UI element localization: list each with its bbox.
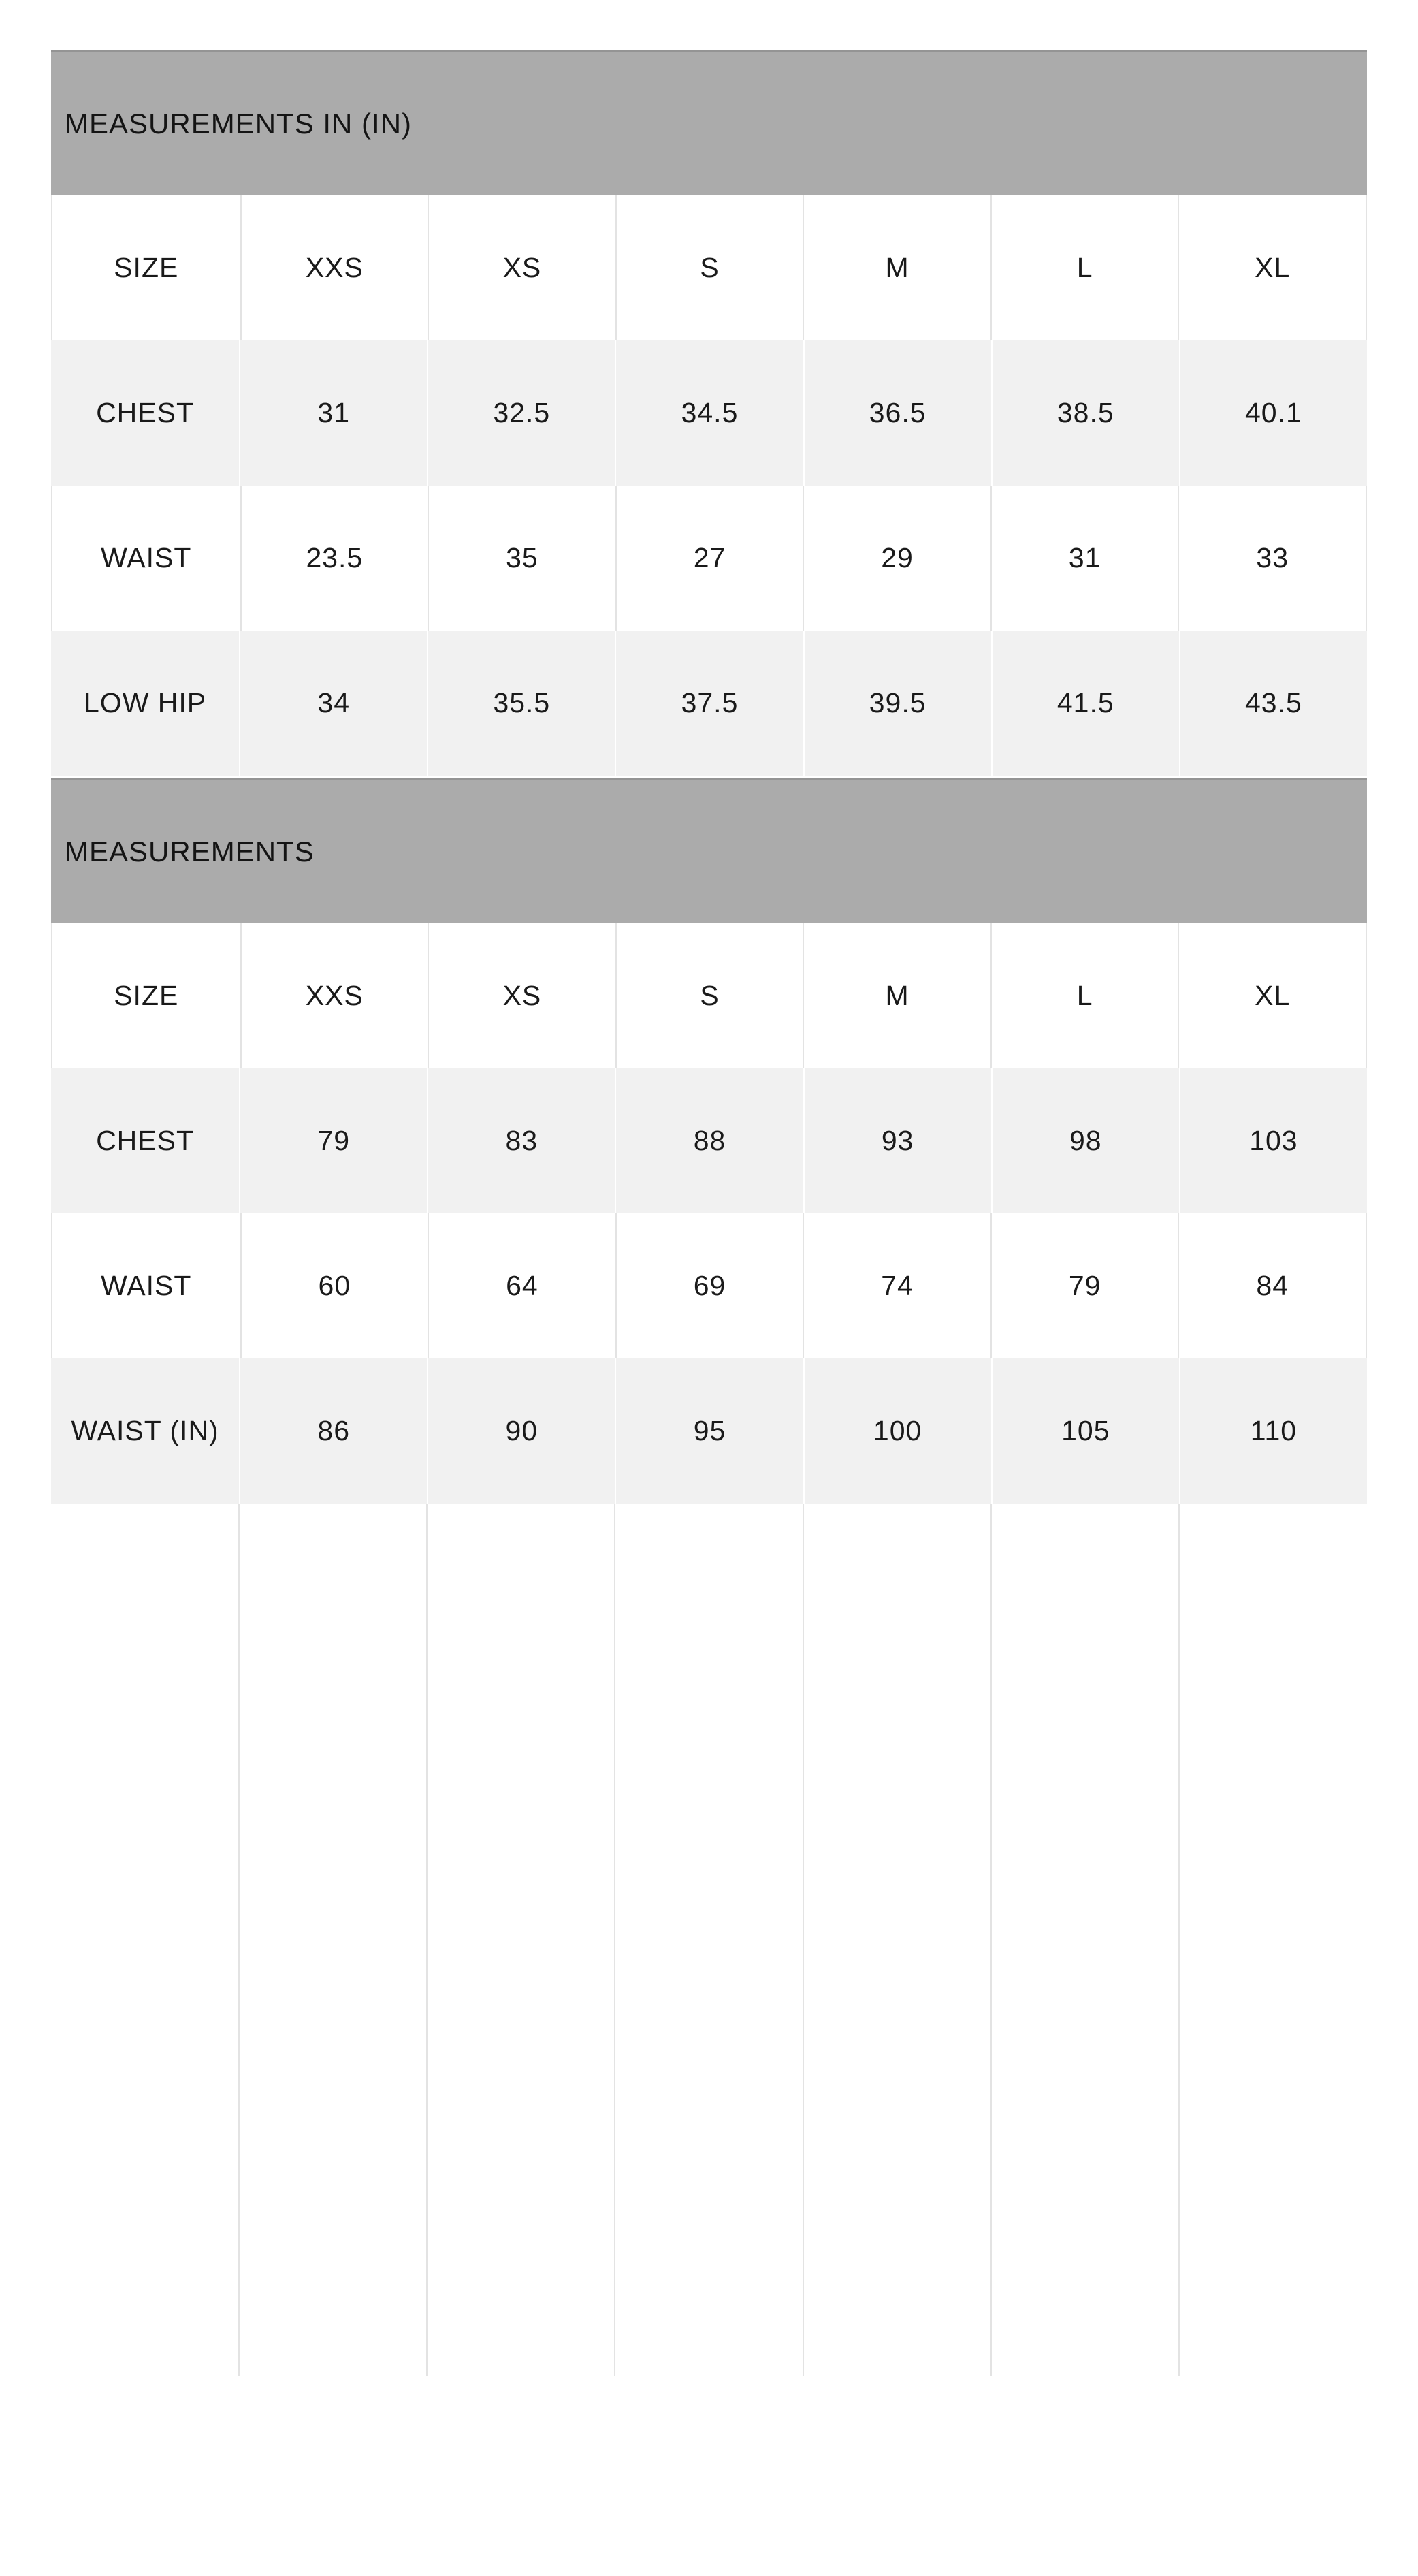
value-cell: 23.5	[240, 486, 428, 631]
value-cell: 40.1	[1178, 340, 1367, 486]
size-chart: MEASUREMENTS IN (IN) SIZE XXS XS S M L X…	[51, 50, 1367, 2376]
value-cell: 83	[427, 1068, 615, 1213]
column-header-m: M	[803, 195, 990, 340]
column-header-xs: XS	[428, 923, 615, 1068]
row-label-cell: WAIST	[101, 1270, 192, 1301]
value-cell: 31	[239, 340, 427, 486]
value-cell: 31	[990, 486, 1178, 631]
value-cell: 90	[427, 1358, 615, 1504]
value-cell: 95	[615, 1358, 803, 1504]
value-cell: 98	[990, 1068, 1179, 1213]
column-header-xxs: XXS	[240, 195, 428, 340]
row-label-cell: CHEST	[96, 1125, 195, 1156]
table-row-low-hip: LOW HIP 34 35.5 37.5 39.5 41.5 43.5	[51, 631, 1367, 776]
value-cell: 69	[615, 1213, 803, 1358]
value-cell: 84	[1178, 1213, 1366, 1358]
column-header-xl: XL	[1178, 923, 1366, 1068]
value-cell: 33	[1178, 486, 1366, 631]
column-header-l: L	[990, 195, 1178, 340]
column-divider-line	[802, 1504, 804, 2376]
column-header-xl: XL	[1178, 195, 1366, 340]
column-divider-line	[238, 1504, 240, 2376]
value-cell: 36.5	[803, 340, 991, 486]
value-cell: 38.5	[990, 340, 1179, 486]
column-header-xs: XS	[428, 195, 615, 340]
value-cell: 32.5	[427, 340, 615, 486]
value-cell: 29	[803, 486, 990, 631]
value-cell: 100	[803, 1358, 991, 1504]
value-cell: 88	[615, 1068, 803, 1213]
value-cell: 37.5	[615, 631, 803, 776]
section-header-label: MEASUREMENTS IN (IN)	[65, 107, 413, 140]
section-header-measurements-inches: MEASUREMENTS IN (IN)	[51, 50, 1367, 195]
value-cell: 103	[1178, 1068, 1367, 1213]
column-header-size: SIZE	[114, 980, 179, 1011]
value-cell: 41.5	[990, 631, 1179, 776]
value-cell: 27	[615, 486, 803, 631]
table-row-chest: CHEST 79 83 88 93 98 103	[51, 1068, 1367, 1213]
row-label-cell: CHEST	[96, 397, 195, 428]
value-cell: 39.5	[803, 631, 991, 776]
column-divider-line	[426, 1504, 428, 2376]
column-header-l: L	[990, 923, 1178, 1068]
row-label-cell: LOW HIP	[84, 687, 207, 718]
column-header-s: S	[615, 923, 803, 1068]
column-divider-extension	[51, 1504, 1367, 2376]
column-header-size: SIZE	[114, 252, 179, 283]
value-cell: 60	[240, 1213, 428, 1358]
value-cell: 34.5	[615, 340, 803, 486]
row-label-cell: WAIST (IN)	[71, 1415, 219, 1446]
table-header-row: SIZE XXS XS S M L XL	[51, 195, 1367, 340]
table-row-chest: CHEST 31 32.5 34.5 36.5 38.5 40.1	[51, 340, 1367, 486]
column-divider-line	[614, 1504, 616, 2376]
value-cell: 34	[239, 631, 427, 776]
column-header-xxs: XXS	[240, 923, 428, 1068]
measurements-table-inches: SIZE XXS XS S M L XL CHEST 31 32.5 34.5 …	[51, 195, 1367, 776]
table-row-waist: WAIST 60 64 69 74 79 84	[51, 1213, 1367, 1358]
value-cell: 93	[803, 1068, 991, 1213]
table-header-row: SIZE XXS XS S M L XL	[51, 923, 1367, 1068]
table-row-waist-in: WAIST (IN) 86 90 95 100 105 110	[51, 1358, 1367, 1504]
value-cell: 79	[990, 1213, 1178, 1358]
value-cell: 79	[239, 1068, 427, 1213]
value-cell: 86	[239, 1358, 427, 1504]
row-label-cell: WAIST	[101, 542, 192, 573]
value-cell: 110	[1178, 1358, 1367, 1504]
column-header-m: M	[803, 923, 990, 1068]
column-divider-line	[1178, 1504, 1180, 2376]
value-cell: 43.5	[1178, 631, 1367, 776]
value-cell: 64	[428, 1213, 615, 1358]
section-header-measurements-cm: MEASUREMENTS	[51, 778, 1367, 923]
column-divider-line	[990, 1504, 992, 2376]
table-row-waist: WAIST 23.5 35 27 29 31 33	[51, 486, 1367, 631]
value-cell: 74	[803, 1213, 990, 1358]
value-cell: 105	[990, 1358, 1179, 1504]
section-header-label: MEASUREMENTS	[65, 835, 315, 868]
value-cell: 35.5	[427, 631, 615, 776]
value-cell: 35	[428, 486, 615, 631]
column-header-s: S	[615, 195, 803, 340]
measurements-table-cm: SIZE XXS XS S M L XL CHEST 79 83 88 93 9…	[51, 923, 1367, 1504]
